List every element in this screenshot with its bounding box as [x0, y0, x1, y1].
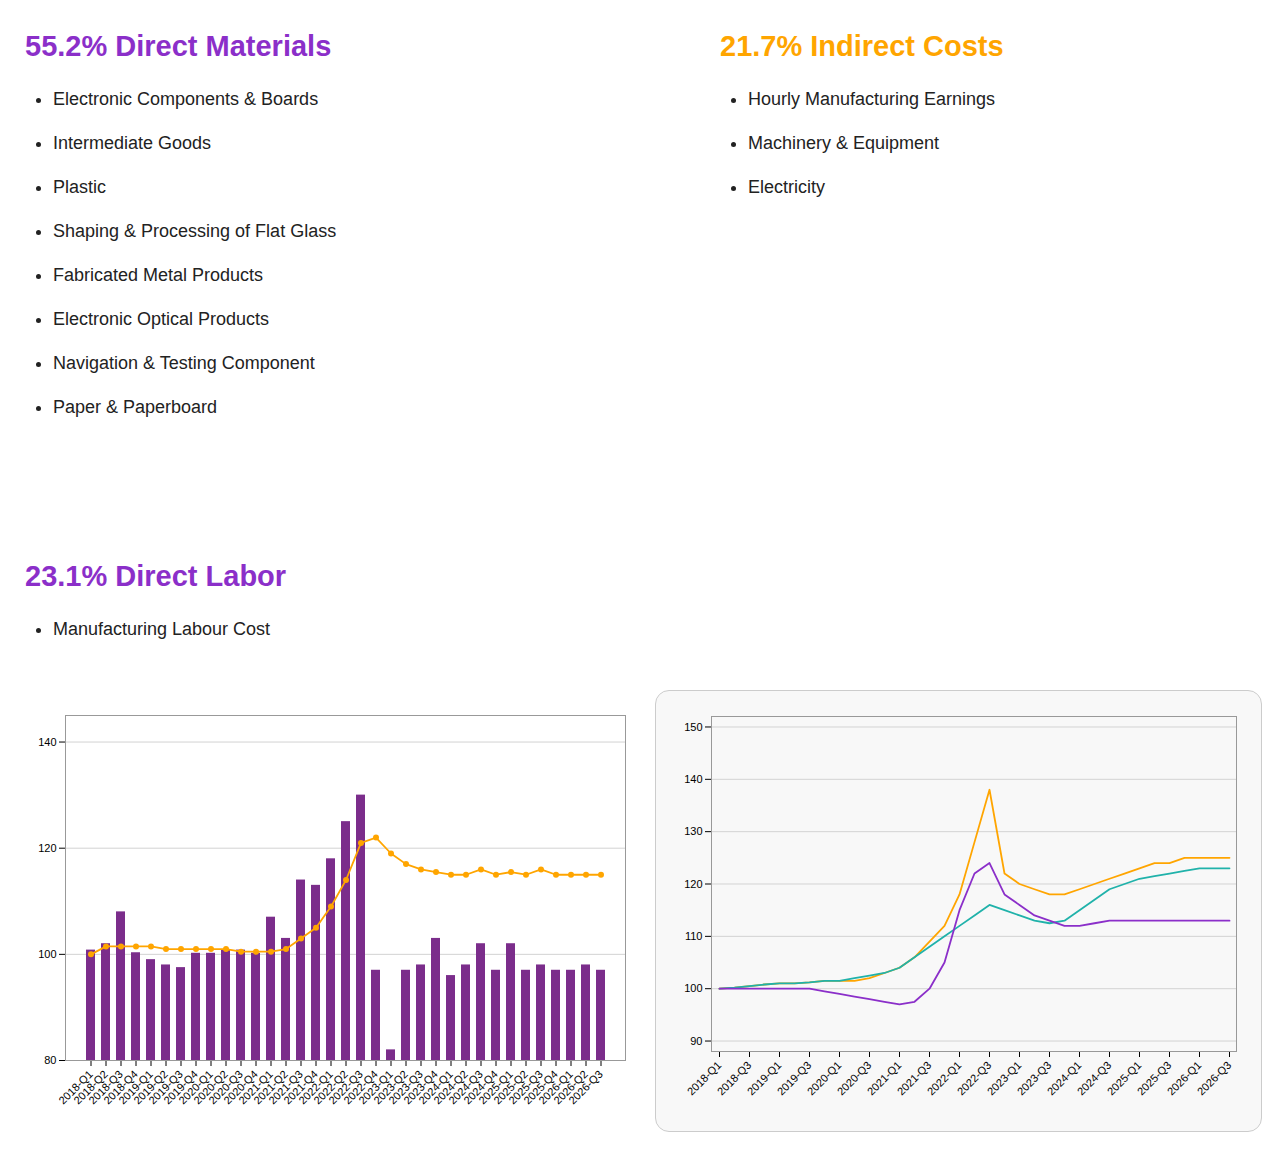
- svg-text:2020-Q4: 2020-Q4: [221, 1067, 260, 1107]
- html-text:55.2% Direct Materials: 55.2% Direct Materials: [25, 30, 332, 62]
- html-text:Paper & Paperboard: Paper & Paperboard: [53, 397, 218, 417]
- svg-text:2022-Q1: 2022-Q1: [296, 1067, 335, 1107]
- svg-text:2019-Q3: 2019-Q3: [146, 1067, 185, 1107]
- svg-text:2018-Q1: 2018-Q1: [684, 1058, 724, 1098]
- svg-text:110: 110: [685, 930, 703, 942]
- svg-text:2019-Q1: 2019-Q1: [116, 1067, 155, 1107]
- svg-text:2019-Q4: 2019-Q4: [161, 1067, 200, 1107]
- svg-text:2025-Q2: 2025-Q2: [491, 1067, 530, 1107]
- svg-text:2018-Q1: 2018-Q1: [56, 1067, 95, 1107]
- svg-text:2022-Q3: 2022-Q3: [326, 1067, 365, 1107]
- svg-text:90: 90: [690, 1035, 702, 1047]
- html-text:Electronic Components & Boards: Electronic Components & Boards: [53, 89, 319, 109]
- svg-text:2019-Q2: 2019-Q2: [131, 1067, 170, 1107]
- svg-text:2020-Q3: 2020-Q3: [206, 1067, 245, 1107]
- svg-text:2023-Q4: 2023-Q4: [401, 1067, 440, 1107]
- svg-text:2022-Q1: 2022-Q1: [924, 1058, 964, 1098]
- svg-text:150: 150: [684, 720, 702, 732]
- svg-text:2021-Q1: 2021-Q1: [236, 1067, 275, 1107]
- svg-text:2026-Q3: 2026-Q3: [1195, 1059, 1234, 1098]
- svg-text:2025-Q3: 2025-Q3: [1134, 1058, 1174, 1098]
- html-text:21.7% Indirect Costs: 21.7% Indirect Costs: [720, 30, 1004, 62]
- html-text:Fabricated Metal Products: Fabricated Metal Products: [53, 265, 264, 285]
- html-text:Manufacturing Labour Cost: Manufacturing Labour Cost: [53, 619, 271, 639]
- svg-text:2024-Q3: 2024-Q3: [1074, 1058, 1114, 1098]
- html-text:Electronic Optical Products: Electronic Optical Products: [53, 309, 270, 329]
- svg-text:2025-Q4: 2025-Q4: [521, 1067, 560, 1107]
- svg-text:2021-Q3: 2021-Q3: [894, 1058, 934, 1098]
- svg-text:2024-Q4: 2024-Q4: [461, 1067, 500, 1107]
- svg-text:2024-Q2: 2024-Q2: [431, 1067, 470, 1107]
- svg-text:2022-Q4: 2022-Q4: [341, 1067, 380, 1107]
- svg-text:2018-Q3: 2018-Q3: [86, 1067, 125, 1107]
- svg-text:100: 100: [684, 982, 702, 994]
- svg-text:2023-Q3: 2023-Q3: [1014, 1058, 1054, 1098]
- svg-text:2026-Q1: 2026-Q1: [536, 1067, 575, 1107]
- svg-text:2023-Q2: 2023-Q2: [371, 1067, 410, 1107]
- svg-text:2020-Q1: 2020-Q1: [176, 1067, 215, 1107]
- svg-text:100: 100: [38, 948, 56, 960]
- svg-text:2024-Q3: 2024-Q3: [446, 1067, 485, 1107]
- svg-text:2026-Q3: 2026-Q3: [566, 1068, 605, 1107]
- html-text:Intermediate Goods: Intermediate Goods: [53, 133, 212, 153]
- svg-text:2021-Q3: 2021-Q3: [266, 1067, 305, 1107]
- svg-text:2020-Q2: 2020-Q2: [191, 1067, 230, 1107]
- svg-text:2020-Q3: 2020-Q3: [834, 1058, 874, 1098]
- svg-text:80: 80: [44, 1054, 56, 1066]
- svg-text:2023-Q1: 2023-Q1: [356, 1067, 395, 1107]
- svg-text:140: 140: [38, 736, 56, 748]
- html-text:Electricity: Electricity: [748, 177, 825, 197]
- svg-text:120: 120: [38, 842, 56, 854]
- svg-text:2023-Q1: 2023-Q1: [984, 1058, 1024, 1098]
- svg-text:2022-Q3: 2022-Q3: [954, 1058, 994, 1098]
- svg-text:2024-Q1: 2024-Q1: [1044, 1058, 1084, 1098]
- svg-text:2026-Q1: 2026-Q1: [1164, 1058, 1204, 1098]
- html-text:Navigation & Testing Component: Navigation & Testing Component: [53, 353, 315, 373]
- svg-text:2021-Q4: 2021-Q4: [281, 1067, 320, 1107]
- svg-text:2026-Q2: 2026-Q2: [551, 1067, 590, 1107]
- svg-text:2018-Q3: 2018-Q3: [714, 1058, 754, 1098]
- svg-text:2021-Q1: 2021-Q1: [864, 1058, 904, 1098]
- html-text:23.1% Direct Labor: 23.1% Direct Labor: [25, 560, 287, 592]
- svg-text:2019-Q3: 2019-Q3: [774, 1058, 814, 1098]
- svg-text:2018-Q4: 2018-Q4: [101, 1067, 140, 1107]
- svg-text:120: 120: [684, 878, 702, 890]
- svg-text:2024-Q1: 2024-Q1: [416, 1067, 455, 1107]
- svg-text:2019-Q1: 2019-Q1: [744, 1058, 784, 1098]
- svg-text:2023-Q3: 2023-Q3: [386, 1067, 425, 1107]
- html-text:Plastic: Plastic: [53, 177, 106, 197]
- svg-text:2021-Q2: 2021-Q2: [251, 1067, 290, 1107]
- html-text:Shaping & Processing of Flat G: Shaping & Processing of Flat Glass: [53, 221, 337, 241]
- html-text:Machinery & Equipment: Machinery & Equipment: [748, 133, 940, 153]
- svg-text:2022-Q2: 2022-Q2: [311, 1067, 350, 1107]
- svg-text:2025-Q3: 2025-Q3: [506, 1067, 545, 1107]
- svg-text:2025-Q1: 2025-Q1: [1104, 1058, 1144, 1098]
- svg-text:140: 140: [684, 773, 702, 785]
- svg-text:130: 130: [684, 825, 702, 837]
- html-text:Hourly Manufacturing Earnings: Hourly Manufacturing Earnings: [748, 89, 996, 109]
- svg-text:2025-Q1: 2025-Q1: [476, 1067, 515, 1107]
- svg-text:2018-Q2: 2018-Q2: [71, 1067, 110, 1107]
- svg-text:2020-Q1: 2020-Q1: [804, 1058, 844, 1098]
